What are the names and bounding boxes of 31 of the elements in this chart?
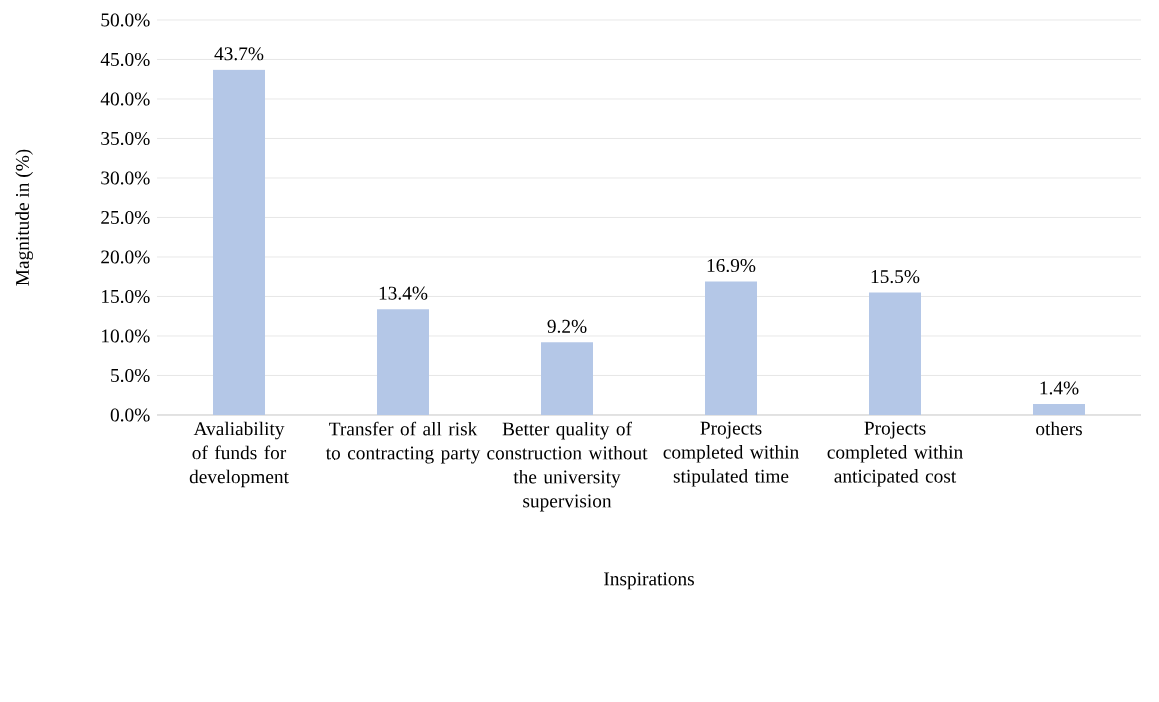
x-tick-label: Better quality of construction without the university supervision [487,421,648,512]
y-tick-label: 5.0% [111,368,150,383]
bar [377,309,430,415]
x-tick-label: others [1036,421,1082,436]
bar [869,292,921,415]
y-tick-label: 10.0% [102,329,150,343]
bar [1033,403,1086,415]
x-axis-title: Inspirations [604,572,694,590]
bar [213,69,266,415]
data-label: 15.5% [871,270,920,284]
x-tick-label: Projects completed within stipulated time [663,421,799,487]
y-axis-title: Magnitude in (%) [15,149,33,286]
data-label: 9.2% [547,319,587,333]
x-tick-label: Avaliability of funds for development [189,421,289,488]
y-tick-label: 20.0% [101,250,150,264]
y-tick-label: 0.0% [110,408,150,422]
y-tick-label: 35.0% [101,131,150,146]
y-tick-label: 40.0% [100,92,150,106]
x-tick-label: Transfer of all risk to contracting party [325,421,481,464]
data-label: 1.4% [1040,381,1079,395]
bar [541,342,594,415]
y-tick-label: 30.0% [101,171,150,185]
y-tick-label: 15.0% [102,289,150,304]
bar [705,281,757,415]
x-tick-label: Projects completed within anticipated cost [827,421,963,487]
data-label: 13.4% [379,286,428,300]
y-tick-label: 25.0% [101,210,150,225]
data-label: 43.7% [214,47,264,61]
y-tick-label: 50.0% [101,13,150,27]
y-tick-label: 45.0% [100,52,150,67]
data-label: 16.9% [707,258,756,273]
